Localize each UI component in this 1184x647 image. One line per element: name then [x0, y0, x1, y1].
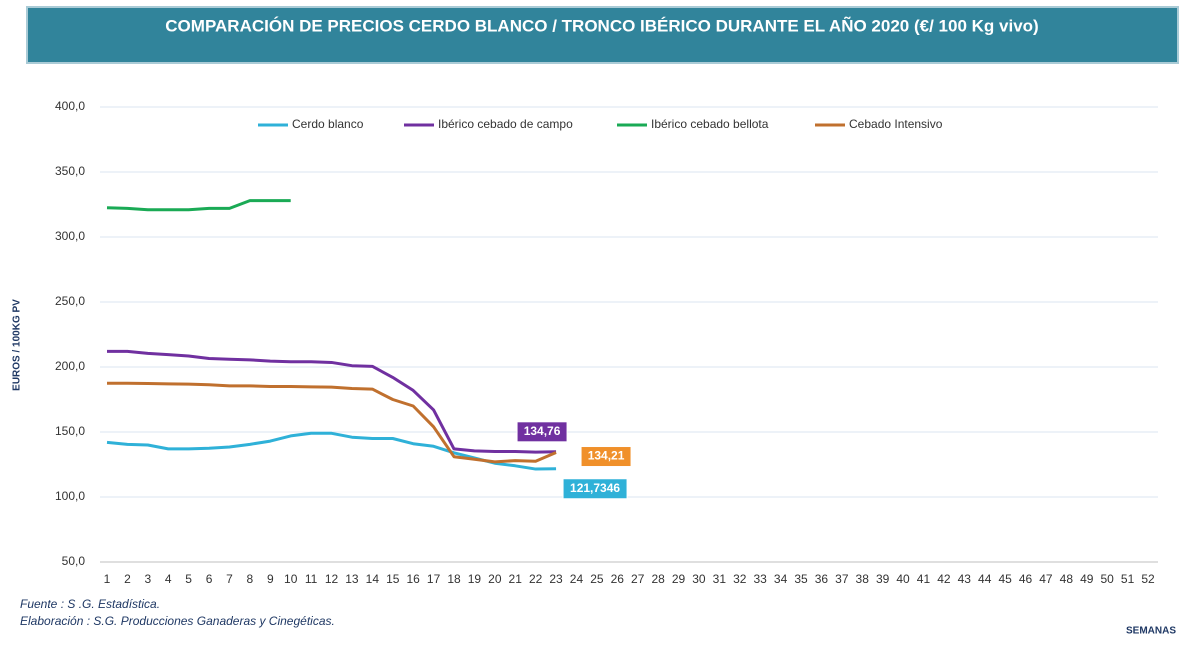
x-tick-label: 18	[447, 572, 461, 586]
y-axis-title: EUROS / 100KG PV	[12, 299, 23, 391]
x-tick-label: 29	[672, 572, 686, 586]
data-label-box	[516, 421, 568, 443]
x-tick-label: 6	[206, 572, 213, 586]
title-banner	[26, 6, 1179, 64]
data-label: 121,7346	[570, 481, 620, 495]
data-label: 134,76	[524, 424, 561, 438]
x-tick-label: 35	[794, 572, 808, 586]
x-tick-label: 21	[509, 572, 523, 586]
x-tick-label: 13	[345, 572, 359, 586]
x-tick-label: 20	[488, 572, 502, 586]
x-tick-label: 33	[753, 572, 767, 586]
x-tick-label: 52	[1141, 572, 1155, 586]
x-tick-label: 34	[774, 572, 788, 586]
x-tick-label: 37	[835, 572, 849, 586]
x-tick-label: 7	[226, 572, 233, 586]
x-tick-label: 47	[1039, 572, 1053, 586]
series-line	[107, 349, 557, 454]
x-tick-label: 39	[876, 572, 890, 586]
y-tick-label: 100,0	[55, 489, 85, 503]
x-tick-label: 8	[247, 572, 254, 586]
y-tick-label: 350,0	[55, 164, 85, 178]
chart-title: COMPARACIÓN DE PRECIOS CERDO BLANCO / TR…	[165, 15, 1038, 35]
x-tick-label: 14	[366, 572, 380, 586]
x-tick-label: 49	[1080, 572, 1094, 586]
x-tick-label: 11	[305, 572, 318, 586]
x-tick-label: 44	[978, 572, 992, 586]
legend-label: Cerdo blanco	[292, 117, 364, 131]
legend-label: Cebado Intensivo	[849, 117, 943, 131]
x-tick-label: 26	[611, 572, 625, 586]
x-tick-label: 43	[958, 572, 972, 586]
y-tick-label: 200,0	[55, 359, 85, 373]
y-tick-label: 400,0	[55, 99, 85, 113]
y-tick-label: 50,0	[62, 554, 86, 568]
y-tick-label: 300,0	[55, 229, 85, 243]
x-tick-label: 4	[165, 572, 172, 586]
x-tick-label: 5	[185, 572, 192, 586]
series-line	[106, 199, 291, 212]
footnote: Elaboración : S.G. Producciones Ganadera…	[20, 614, 335, 628]
x-tick-label: 24	[570, 572, 584, 586]
x-tick-label: 12	[325, 572, 339, 586]
x-tick-label: 25	[590, 572, 604, 586]
x-tick-label: 45	[998, 572, 1012, 586]
x-axis-title: SEMANAS	[1126, 626, 1176, 637]
x-tick-label: 32	[733, 572, 747, 586]
x-tick-label: 15	[386, 572, 400, 586]
x-tick-label: 30	[692, 572, 706, 586]
x-tick-label: 28	[651, 572, 665, 586]
legend-label: Ibérico cebado de campo	[438, 117, 573, 131]
x-tick-label: 2	[124, 572, 131, 586]
x-tick-label: 16	[406, 572, 420, 586]
footnote: Fuente : S .G. Estadística.	[20, 597, 160, 611]
x-tick-label: 3	[144, 572, 151, 586]
y-tick-label: 150,0	[55, 424, 85, 438]
x-tick-label: 10	[284, 572, 298, 586]
legend-label: Ibérico cebado bellota	[651, 117, 769, 131]
x-tick-label: 41	[917, 572, 931, 586]
data-label-box	[580, 446, 632, 468]
x-tick-label: 9	[267, 572, 274, 586]
x-tick-label: 27	[631, 572, 645, 586]
x-tick-label: 51	[1121, 572, 1135, 586]
x-tick-label: 1	[104, 572, 111, 586]
x-tick-label: 46	[1019, 572, 1033, 586]
x-tick-label: 36	[815, 572, 829, 586]
series-line	[107, 381, 557, 464]
x-tick-label: 17	[427, 572, 441, 586]
data-label: 134,21	[588, 449, 625, 463]
y-tick-label: 250,0	[55, 294, 85, 308]
x-tick-label: 48	[1060, 572, 1074, 586]
x-tick-label: 23	[549, 572, 563, 586]
data-label-box	[562, 478, 628, 500]
x-tick-label: 19	[468, 572, 482, 586]
x-tick-label: 42	[937, 572, 951, 586]
x-tick-label: 31	[713, 572, 727, 586]
x-tick-label: 22	[529, 572, 543, 586]
x-tick-label: 40	[896, 572, 910, 586]
x-tick-label: 50	[1100, 572, 1114, 586]
x-tick-label: 38	[856, 572, 870, 586]
